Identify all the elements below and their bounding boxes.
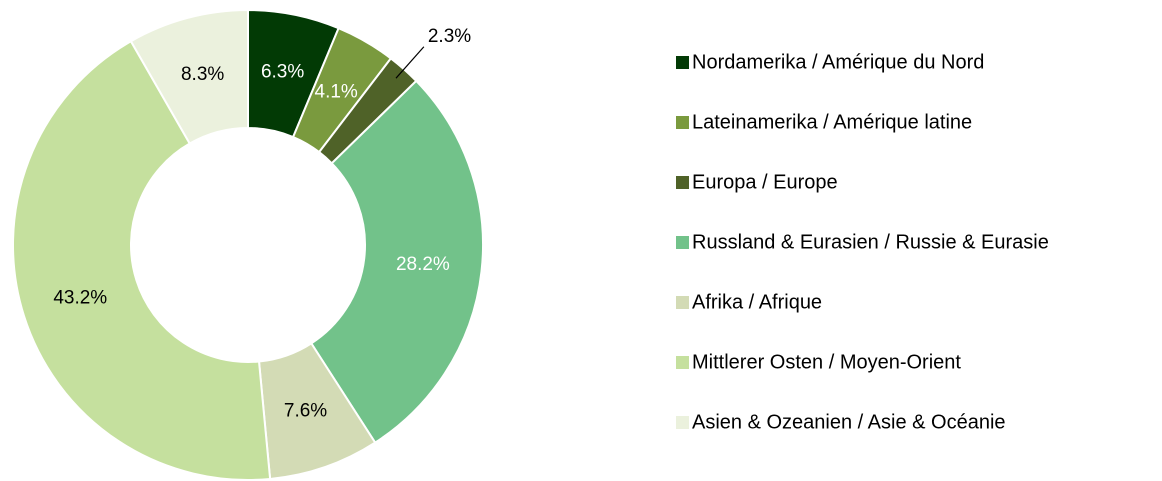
legend-swatch [676,176,689,189]
legend-label: Europa / Europe [692,171,838,193]
donut-slice [12,39,272,481]
data-label: 7.6% [284,400,327,421]
data-label: 4.1% [315,82,358,103]
data-label: 28.2% [396,254,450,275]
data-label: 2.3% [428,26,471,47]
donut-slice [309,79,484,445]
legend-swatch [676,116,689,129]
legend-swatch [676,356,689,369]
data-label: 43.2% [53,287,107,308]
legend-label: Lateinamerika / Amérique latine [692,111,972,133]
donut-slice [129,8,249,145]
data-label: 8.3% [181,64,224,85]
legend-swatch [676,56,689,69]
legend-label: Asien & Ozeanien / Asie & Océanie [692,411,1006,433]
leader-line [395,46,425,79]
data-label: 6.3% [261,61,304,82]
legend-swatch [676,416,689,429]
legend-label: Afrika / Afrique [692,291,822,313]
legend-swatch [676,296,689,309]
legend-label: Mittlerer Osten / Moyen-Orient [692,351,961,373]
legend-label: Russland & Eurasien / Russie & Eurasie [692,231,1049,253]
legend-swatch [676,236,689,249]
legend-label: Nordamerika / Amérique du Nord [692,51,984,73]
